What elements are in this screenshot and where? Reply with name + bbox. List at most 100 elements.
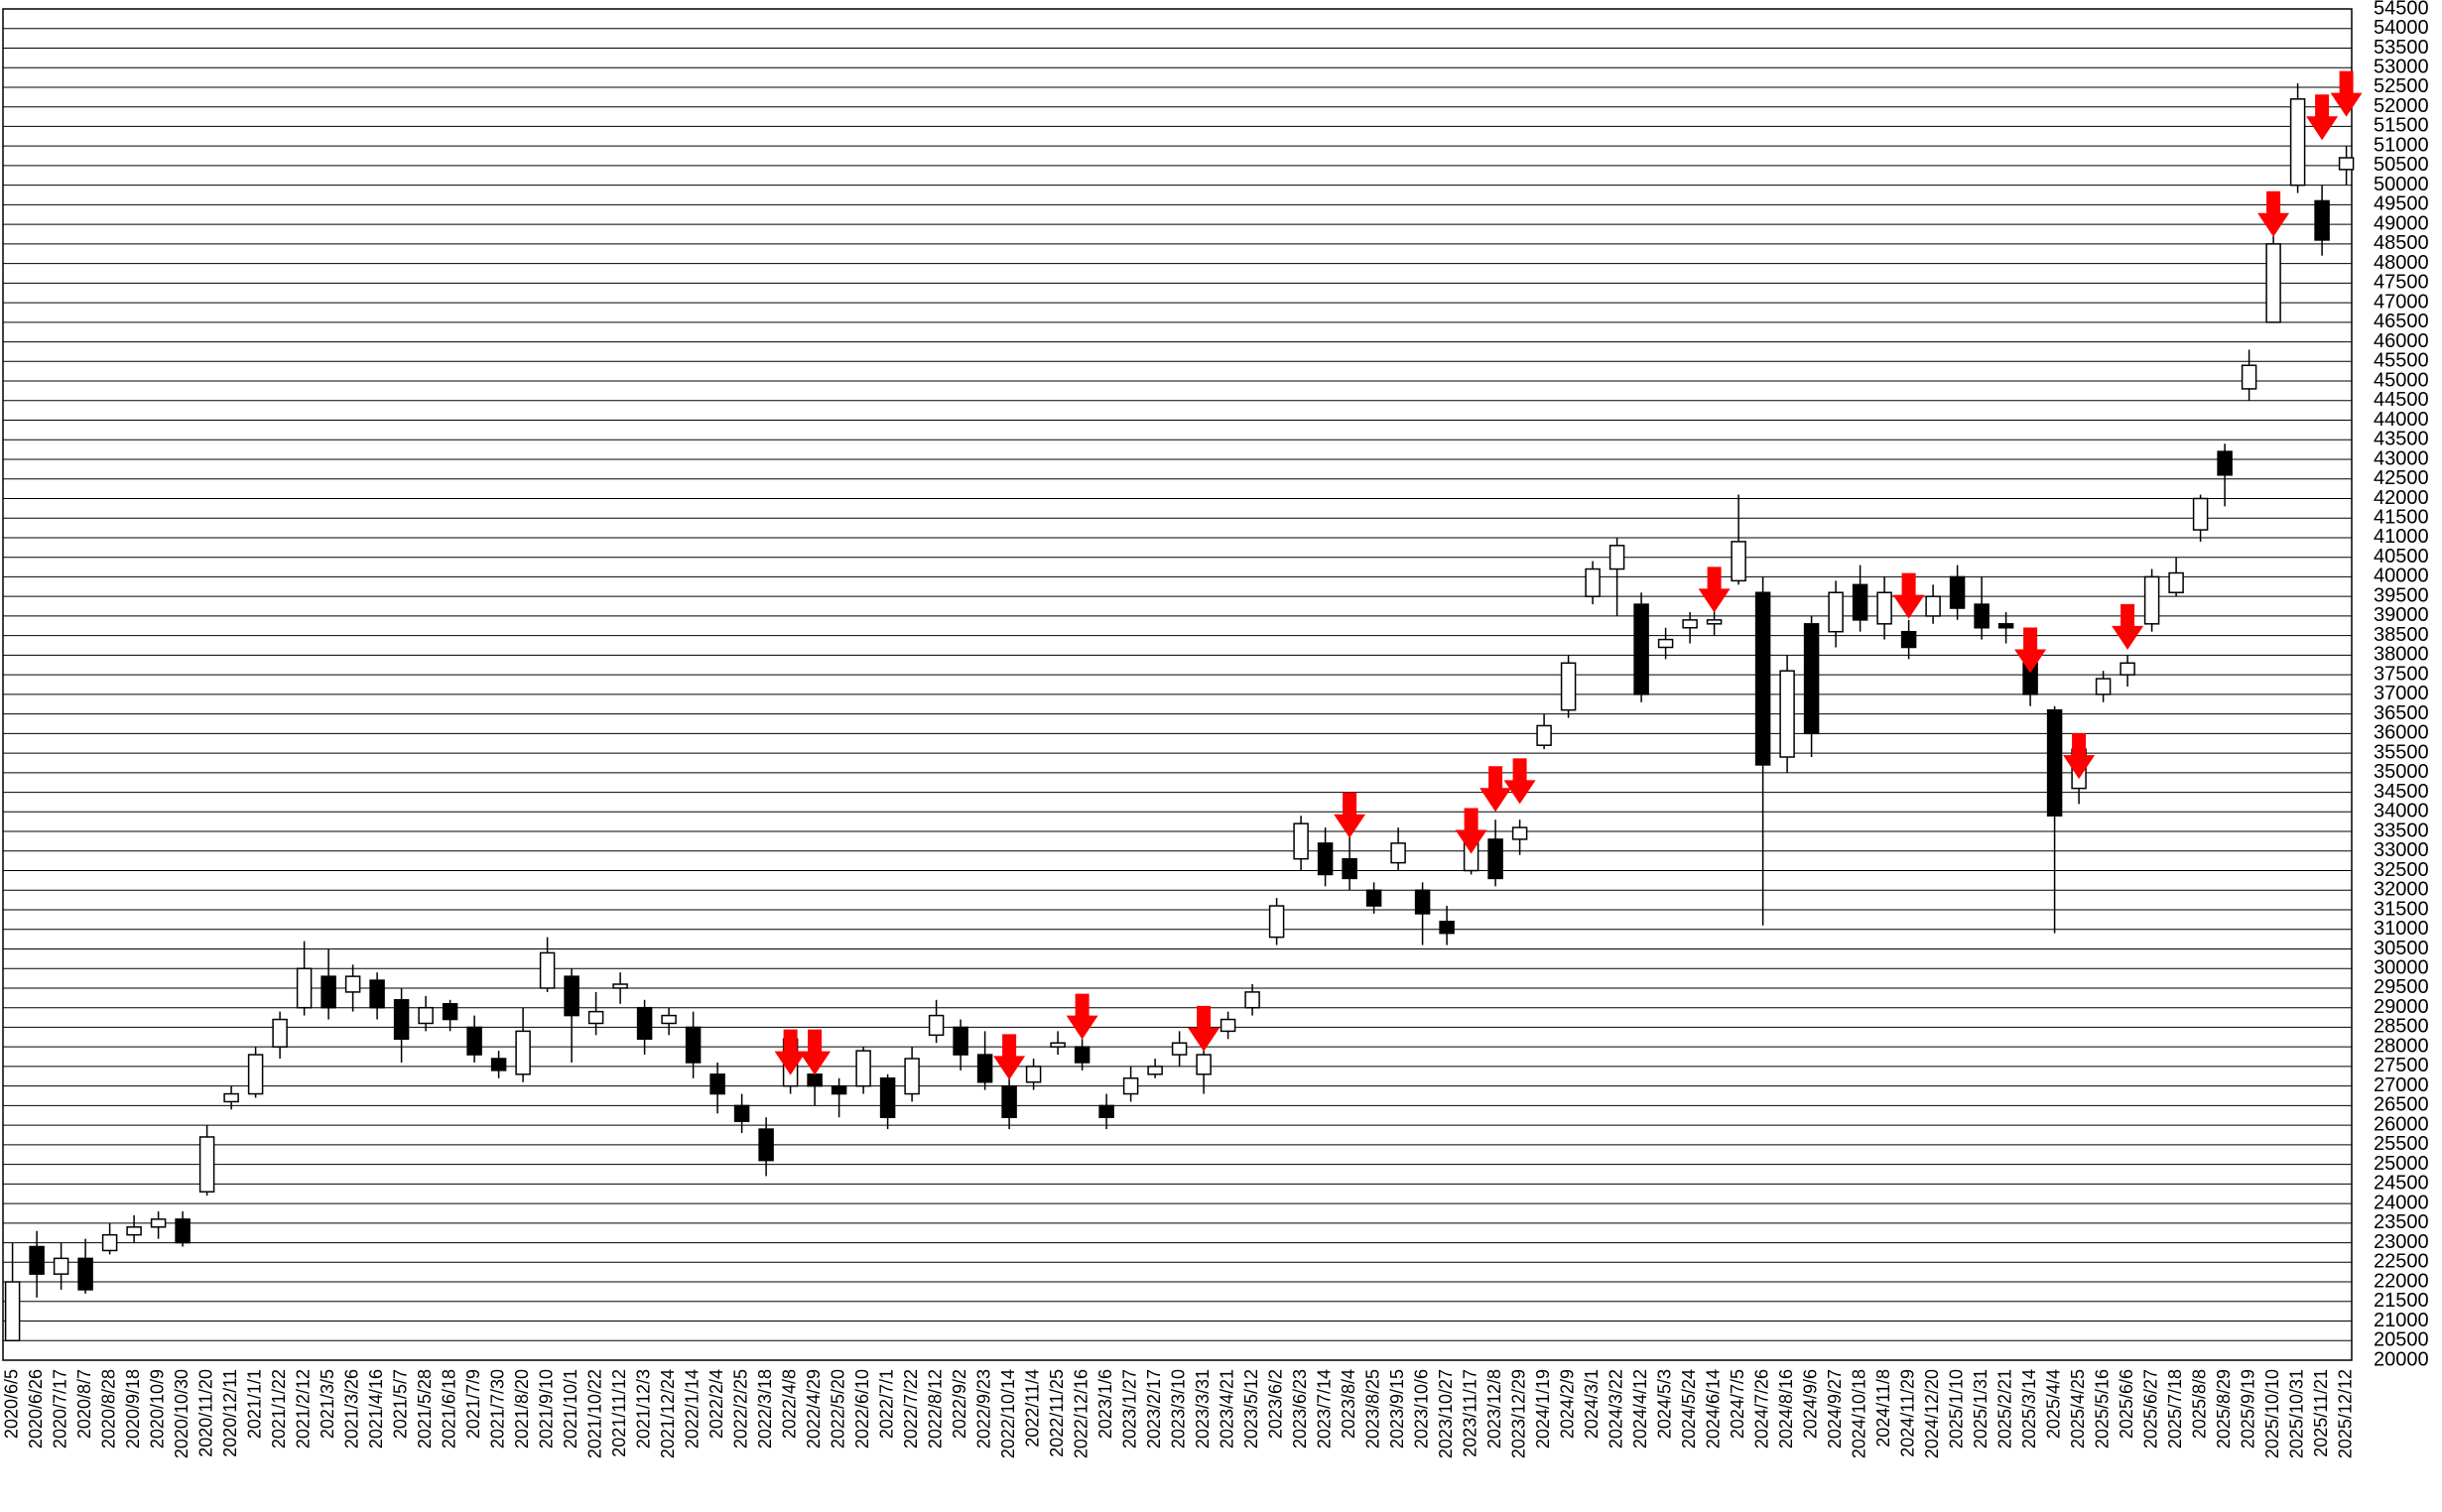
candle-body (1317, 842, 1334, 876)
x-tick-label: 2025/9/19 (2238, 1369, 2257, 1449)
y-tick-label: 38500 (2374, 624, 2429, 646)
x-tick-label: 2024/7/26 (1751, 1369, 1771, 1449)
x-tick-label: 2022/9/23 (973, 1369, 993, 1449)
candle-body (1050, 1042, 1066, 1048)
y-tick-label: 44500 (2374, 389, 2429, 411)
x-tick-label: 2021/7/9 (463, 1369, 483, 1439)
x-tick-label: 2021/12/3 (633, 1369, 653, 1449)
y-tick-label: 37000 (2374, 683, 2429, 704)
candle-body (1098, 1104, 1114, 1118)
x-tick-label: 2020/11/20 (195, 1369, 215, 1457)
x-tick-label: 2024/10/18 (1849, 1369, 1868, 1458)
y-tick-label: 25500 (2374, 1133, 2429, 1155)
x-tick-label: 2023/12/8 (1484, 1369, 1504, 1449)
candle-body (758, 1128, 774, 1162)
y-tick-label: 25000 (2374, 1153, 2429, 1175)
x-tick-label: 2021/2/12 (293, 1369, 313, 1449)
x-tick-label: 2023/3/31 (1193, 1369, 1213, 1449)
signal-arrow (774, 1029, 807, 1075)
candle-body (1997, 623, 2014, 629)
x-tick-label: 2021/4/16 (366, 1369, 386, 1449)
candle-body (661, 1014, 677, 1025)
candle-body (1585, 567, 1601, 597)
x-tick-label: 2020/6/26 (26, 1369, 46, 1449)
signal-arrow (2063, 733, 2096, 780)
x-tick-label: 2022/11/25 (1047, 1369, 1067, 1457)
x-tick-label: 2024/8/16 (1776, 1369, 1796, 1449)
candle-body (2265, 243, 2281, 323)
y-tick-label: 30500 (2374, 938, 2429, 959)
y-tick-label: 40500 (2374, 546, 2429, 567)
x-tick-label: 2020/7/17 (50, 1369, 69, 1449)
candle-body (1803, 623, 1820, 735)
x-tick-label: 2023/4/21 (1217, 1369, 1236, 1449)
candle-body (2143, 575, 2160, 625)
signal-arrow (1455, 808, 1487, 854)
candle-body (101, 1233, 118, 1252)
candle-body (1657, 638, 1674, 649)
x-tick-label: 2024/4/12 (1630, 1369, 1650, 1449)
x-tick-label: 2025/5/16 (2092, 1369, 2112, 1449)
signal-arrow (1892, 572, 1925, 619)
y-tick-label: 54000 (2374, 17, 2429, 39)
candle-body (490, 1058, 507, 1071)
candle-body (393, 999, 410, 1041)
y-tick-label: 48500 (2374, 232, 2429, 254)
y-tick-label: 52000 (2374, 95, 2429, 117)
x-tick-label: 2021/10/1 (561, 1369, 580, 1449)
y-tick-label: 45500 (2374, 350, 2429, 372)
x-tick-label: 2020/8/7 (74, 1369, 94, 1439)
candle-body (1925, 595, 1941, 617)
y-tick-label: 35000 (2374, 761, 2429, 783)
x-tick-label: 2021/6/18 (439, 1369, 458, 1449)
x-tick-label: 2021/5/7 (390, 1369, 410, 1439)
x-tick-label: 2021/3/26 (341, 1369, 361, 1449)
candle-body (2241, 364, 2257, 390)
x-tick-label: 2025/2/21 (1994, 1369, 2014, 1449)
signal-arrow (1066, 993, 1098, 1040)
x-tick-label: 2022/9/2 (950, 1369, 969, 1439)
candle-body (1293, 822, 1309, 860)
x-tick-label: 2025/6/27 (2140, 1369, 2160, 1449)
y-tick-label: 44000 (2374, 409, 2429, 431)
x-tick-label: 2022/4/29 (804, 1369, 824, 1449)
candle-body (685, 1026, 702, 1064)
candle-body (1633, 603, 1649, 695)
y-tick-label: 43000 (2374, 447, 2429, 469)
candle-body (198, 1136, 215, 1193)
x-tick-label: 2020/12/11 (220, 1369, 240, 1457)
x-tick-label: 2025/8/8 (2189, 1369, 2209, 1439)
y-tick-label: 26000 (2374, 1113, 2429, 1135)
x-tick-label: 2022/4/8 (779, 1369, 799, 1439)
y-tick-label: 40000 (2374, 566, 2429, 587)
candle-body (369, 979, 385, 1009)
x-tick-label: 2024/7/5 (1728, 1369, 1747, 1439)
signal-arrow (2306, 94, 2339, 141)
x-tick-label: 2023/10/27 (1436, 1369, 1456, 1458)
y-tick-label: 20000 (2374, 1348, 2429, 1370)
candle-body (1511, 826, 1528, 840)
candle-body (1779, 670, 1795, 758)
y-tick-label: 31000 (2374, 918, 2429, 940)
candle-body (2338, 157, 2355, 171)
y-tick-label: 29000 (2374, 996, 2429, 1018)
x-tick-label: 2023/7/14 (1314, 1369, 1334, 1449)
x-tick-label: 2024/11/29 (1897, 1369, 1917, 1457)
candle-body (1754, 591, 1771, 766)
candle-body (1244, 991, 1260, 1009)
candle-body (223, 1092, 239, 1103)
y-tick-label: 22500 (2374, 1251, 2429, 1273)
y-tick-label: 42000 (2374, 487, 2429, 509)
candle-body (1414, 889, 1431, 915)
x-tick-label: 2023/2/17 (1144, 1369, 1164, 1449)
x-tick-label: 2021/1/1 (244, 1369, 264, 1439)
x-tick-label: 2025/4/25 (2068, 1369, 2088, 1449)
candle-body (2095, 678, 2112, 695)
y-tick-label: 28500 (2374, 1016, 2429, 1038)
x-tick-label: 2024/5/3 (1654, 1369, 1674, 1439)
y-tick-label: 24500 (2374, 1173, 2429, 1195)
y-tick-label: 30000 (2374, 956, 2429, 978)
candle-body (1171, 1042, 1188, 1056)
x-tick-label: 2022/12/16 (1071, 1369, 1091, 1458)
x-tick-label: 2020/10/9 (147, 1369, 167, 1449)
